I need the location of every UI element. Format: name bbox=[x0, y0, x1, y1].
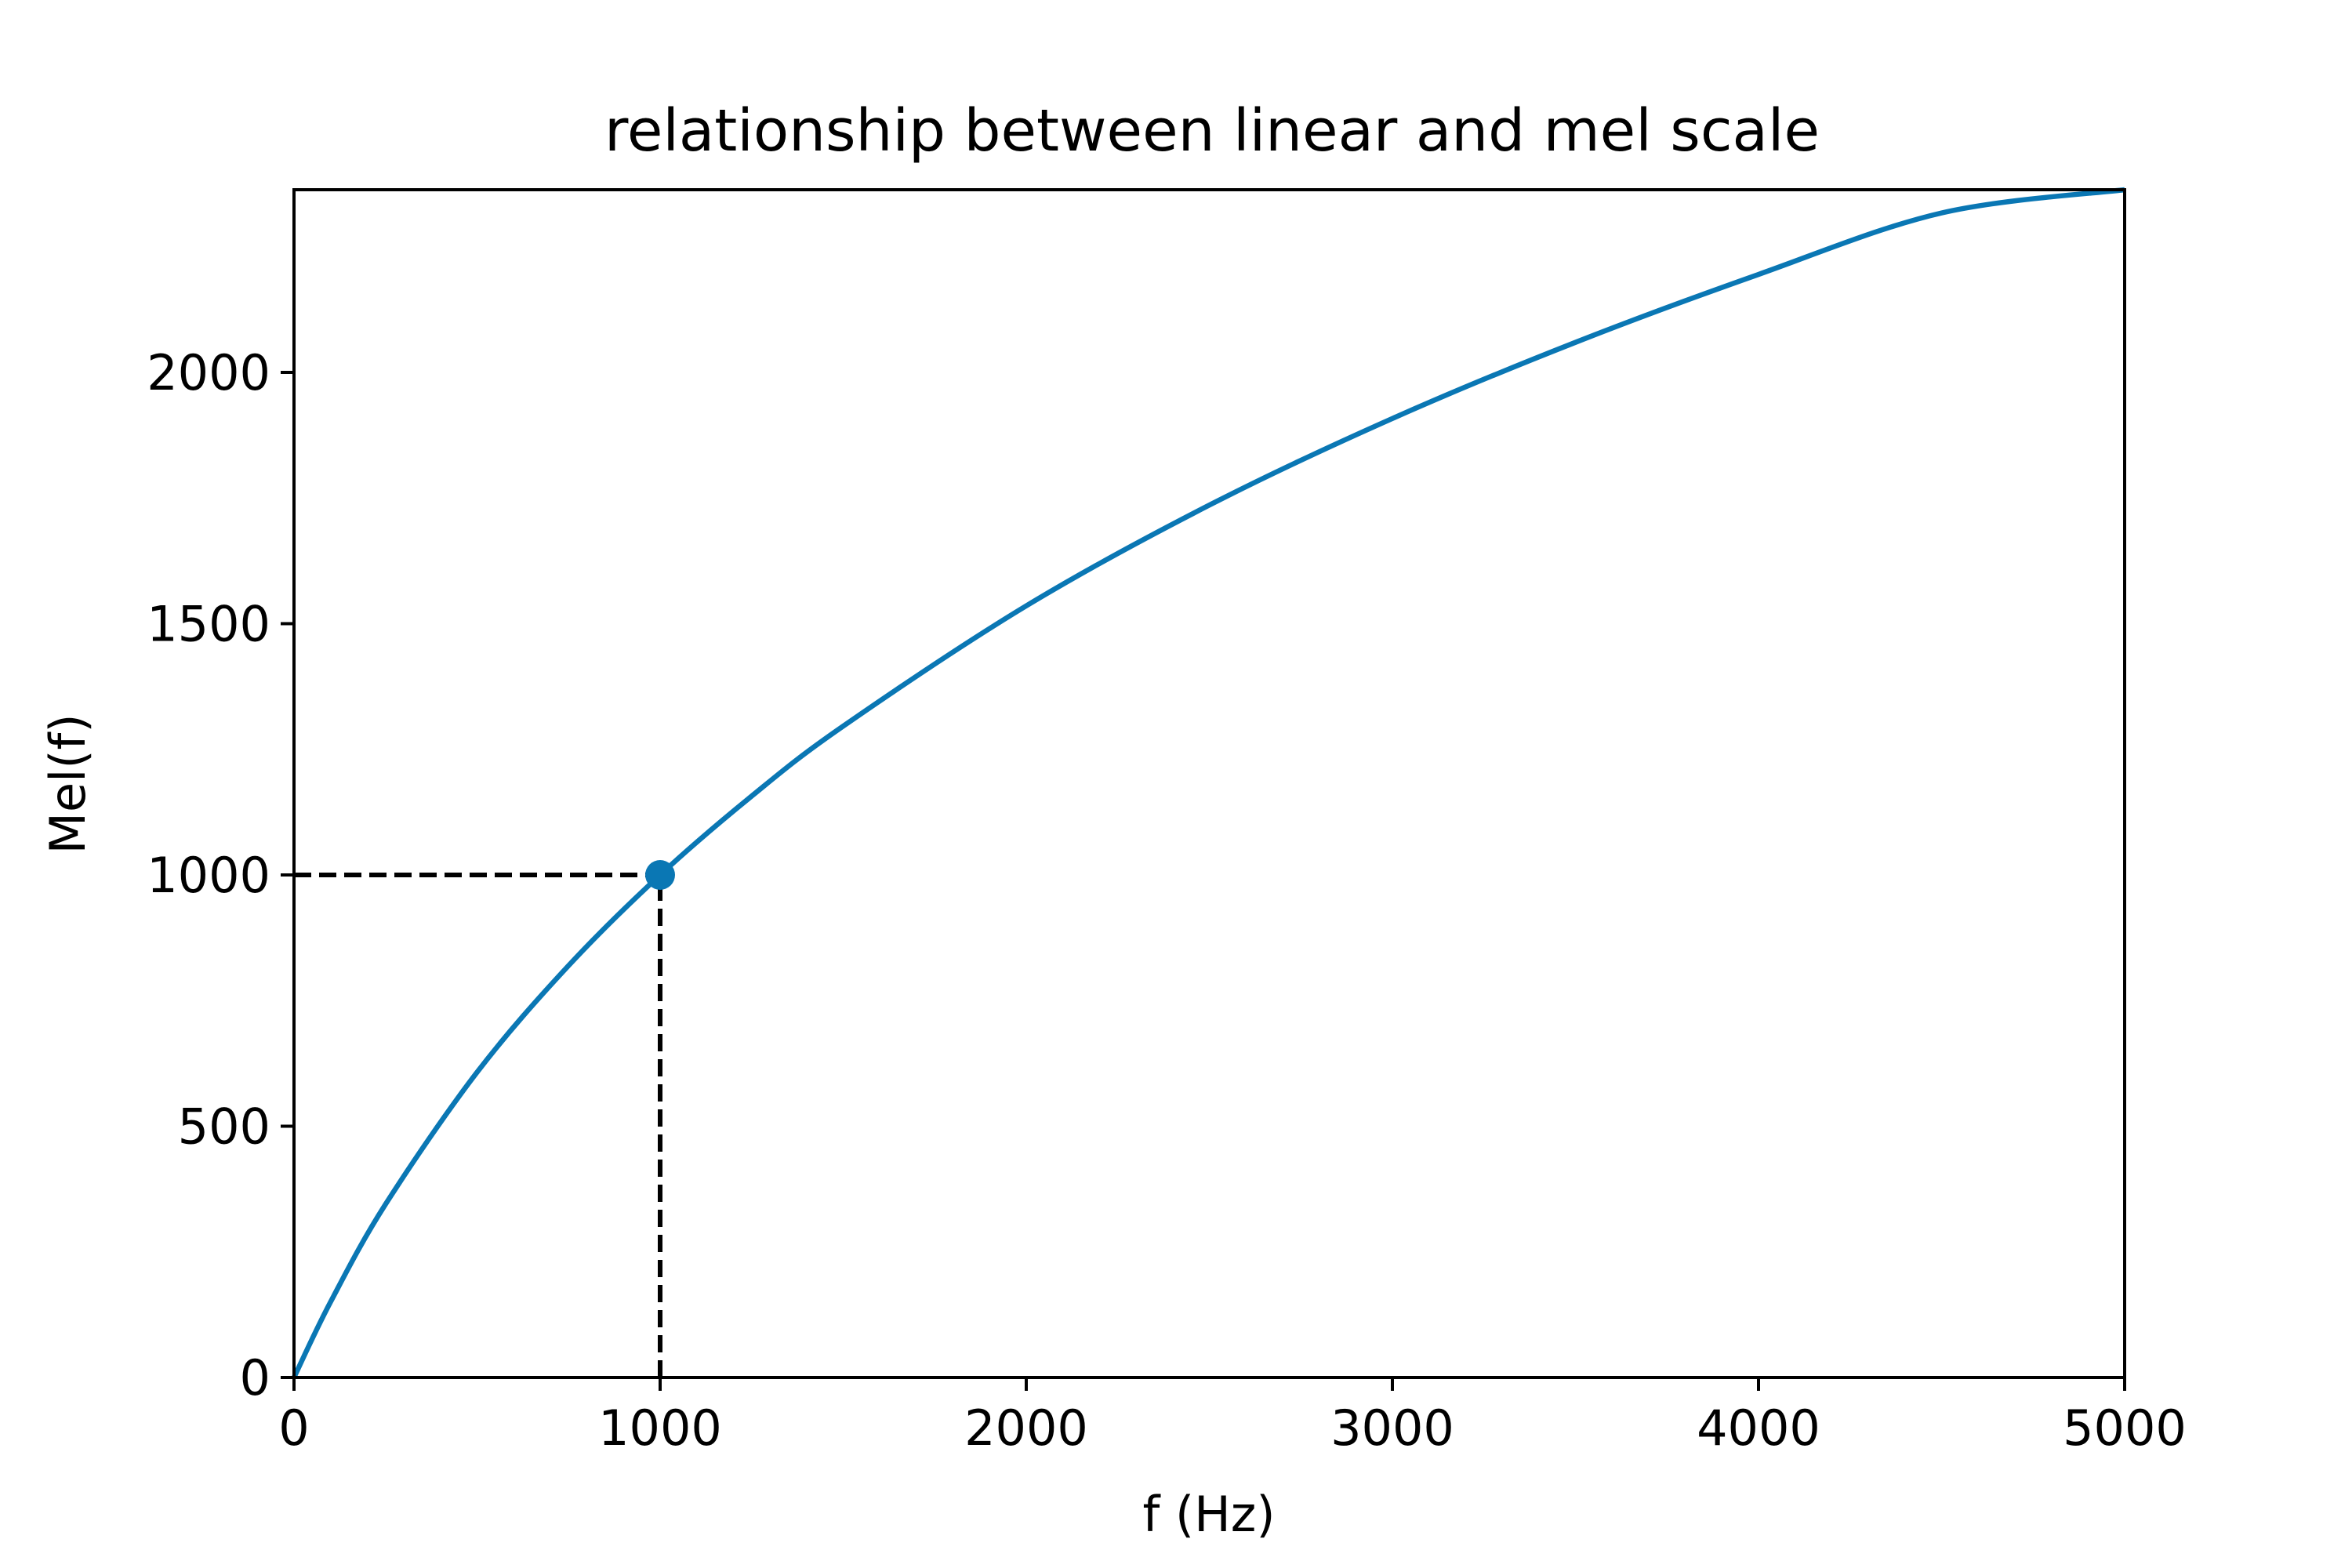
highlight-point bbox=[645, 860, 675, 891]
chart-title: relationship between linear and mel scal… bbox=[604, 97, 1820, 165]
y-tick-label: 500 bbox=[178, 1098, 270, 1156]
plot-area bbox=[292, 187, 2125, 1379]
x-tick-label: 4000 bbox=[1697, 1399, 1820, 1457]
y-tick-label: 2000 bbox=[147, 344, 270, 401]
axes-frame bbox=[292, 188, 2126, 1379]
x-axis: 0 1000 2000 3000 4000 5000 bbox=[278, 1377, 2187, 1457]
series-line-0 bbox=[292, 187, 2125, 1379]
x-tick-label: 1000 bbox=[598, 1399, 722, 1457]
x-tick-label: 0 bbox=[278, 1399, 309, 1457]
x-axis-label: f (Hz) bbox=[1142, 1486, 1275, 1543]
x-tick-label: 2000 bbox=[964, 1399, 1088, 1457]
x-tick-label: 5000 bbox=[2063, 1399, 2187, 1457]
y-tick-label: 0 bbox=[240, 1349, 270, 1406]
y-tick-label: 1000 bbox=[147, 847, 270, 904]
y-axis-label: Mel(f) bbox=[39, 713, 96, 854]
x-tick-label: 3000 bbox=[1330, 1399, 1454, 1457]
y-tick-label: 1500 bbox=[147, 596, 270, 653]
y-axis: 0 500 1000 1500 2000 bbox=[147, 344, 294, 1406]
